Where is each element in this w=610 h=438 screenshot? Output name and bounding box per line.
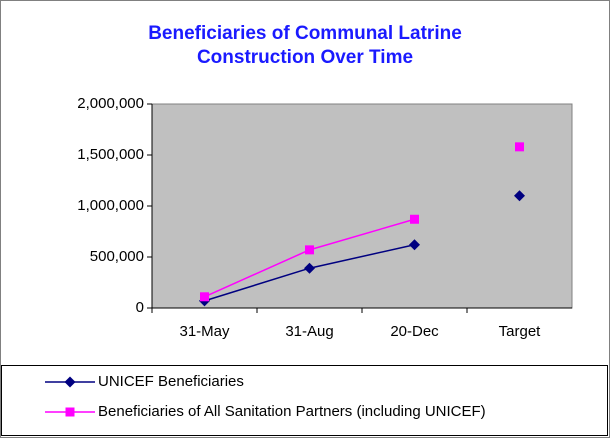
marker xyxy=(515,142,524,152)
x-tick-label: Target xyxy=(499,323,542,340)
x-tick-label: 31-Aug xyxy=(285,323,333,340)
chart-title: Beneficiaries of Communal Latrine Constr… xyxy=(148,23,462,68)
line-segment xyxy=(204,249,310,298)
marker xyxy=(304,262,315,274)
y-tick-label: 0 xyxy=(136,299,144,316)
legend-marker xyxy=(65,407,75,417)
marker xyxy=(514,190,525,202)
y-tick-label: 500,000 xyxy=(90,248,144,265)
y-tick-label: 1,500,000 xyxy=(77,146,144,163)
legend-marker xyxy=(64,376,76,388)
marker xyxy=(410,214,419,224)
y-tick-label: 1,000,000 xyxy=(77,197,144,214)
x-tick-label: 20-Dec xyxy=(390,323,439,340)
y-tick-label: 2,000,000 xyxy=(77,95,144,112)
line-segment xyxy=(309,218,415,251)
marker xyxy=(200,292,209,302)
plot-area xyxy=(151,103,573,309)
legend-box xyxy=(1,365,608,436)
legend-label: UNICEF Beneficiaries xyxy=(98,373,244,390)
line-segment xyxy=(204,267,310,302)
line-segment xyxy=(309,244,415,269)
marker xyxy=(305,245,314,255)
legend-label: Beneficiaries of All Sanitation Partners… xyxy=(98,403,486,420)
x-tick-label: 31-May xyxy=(179,323,230,340)
marker xyxy=(409,239,420,251)
